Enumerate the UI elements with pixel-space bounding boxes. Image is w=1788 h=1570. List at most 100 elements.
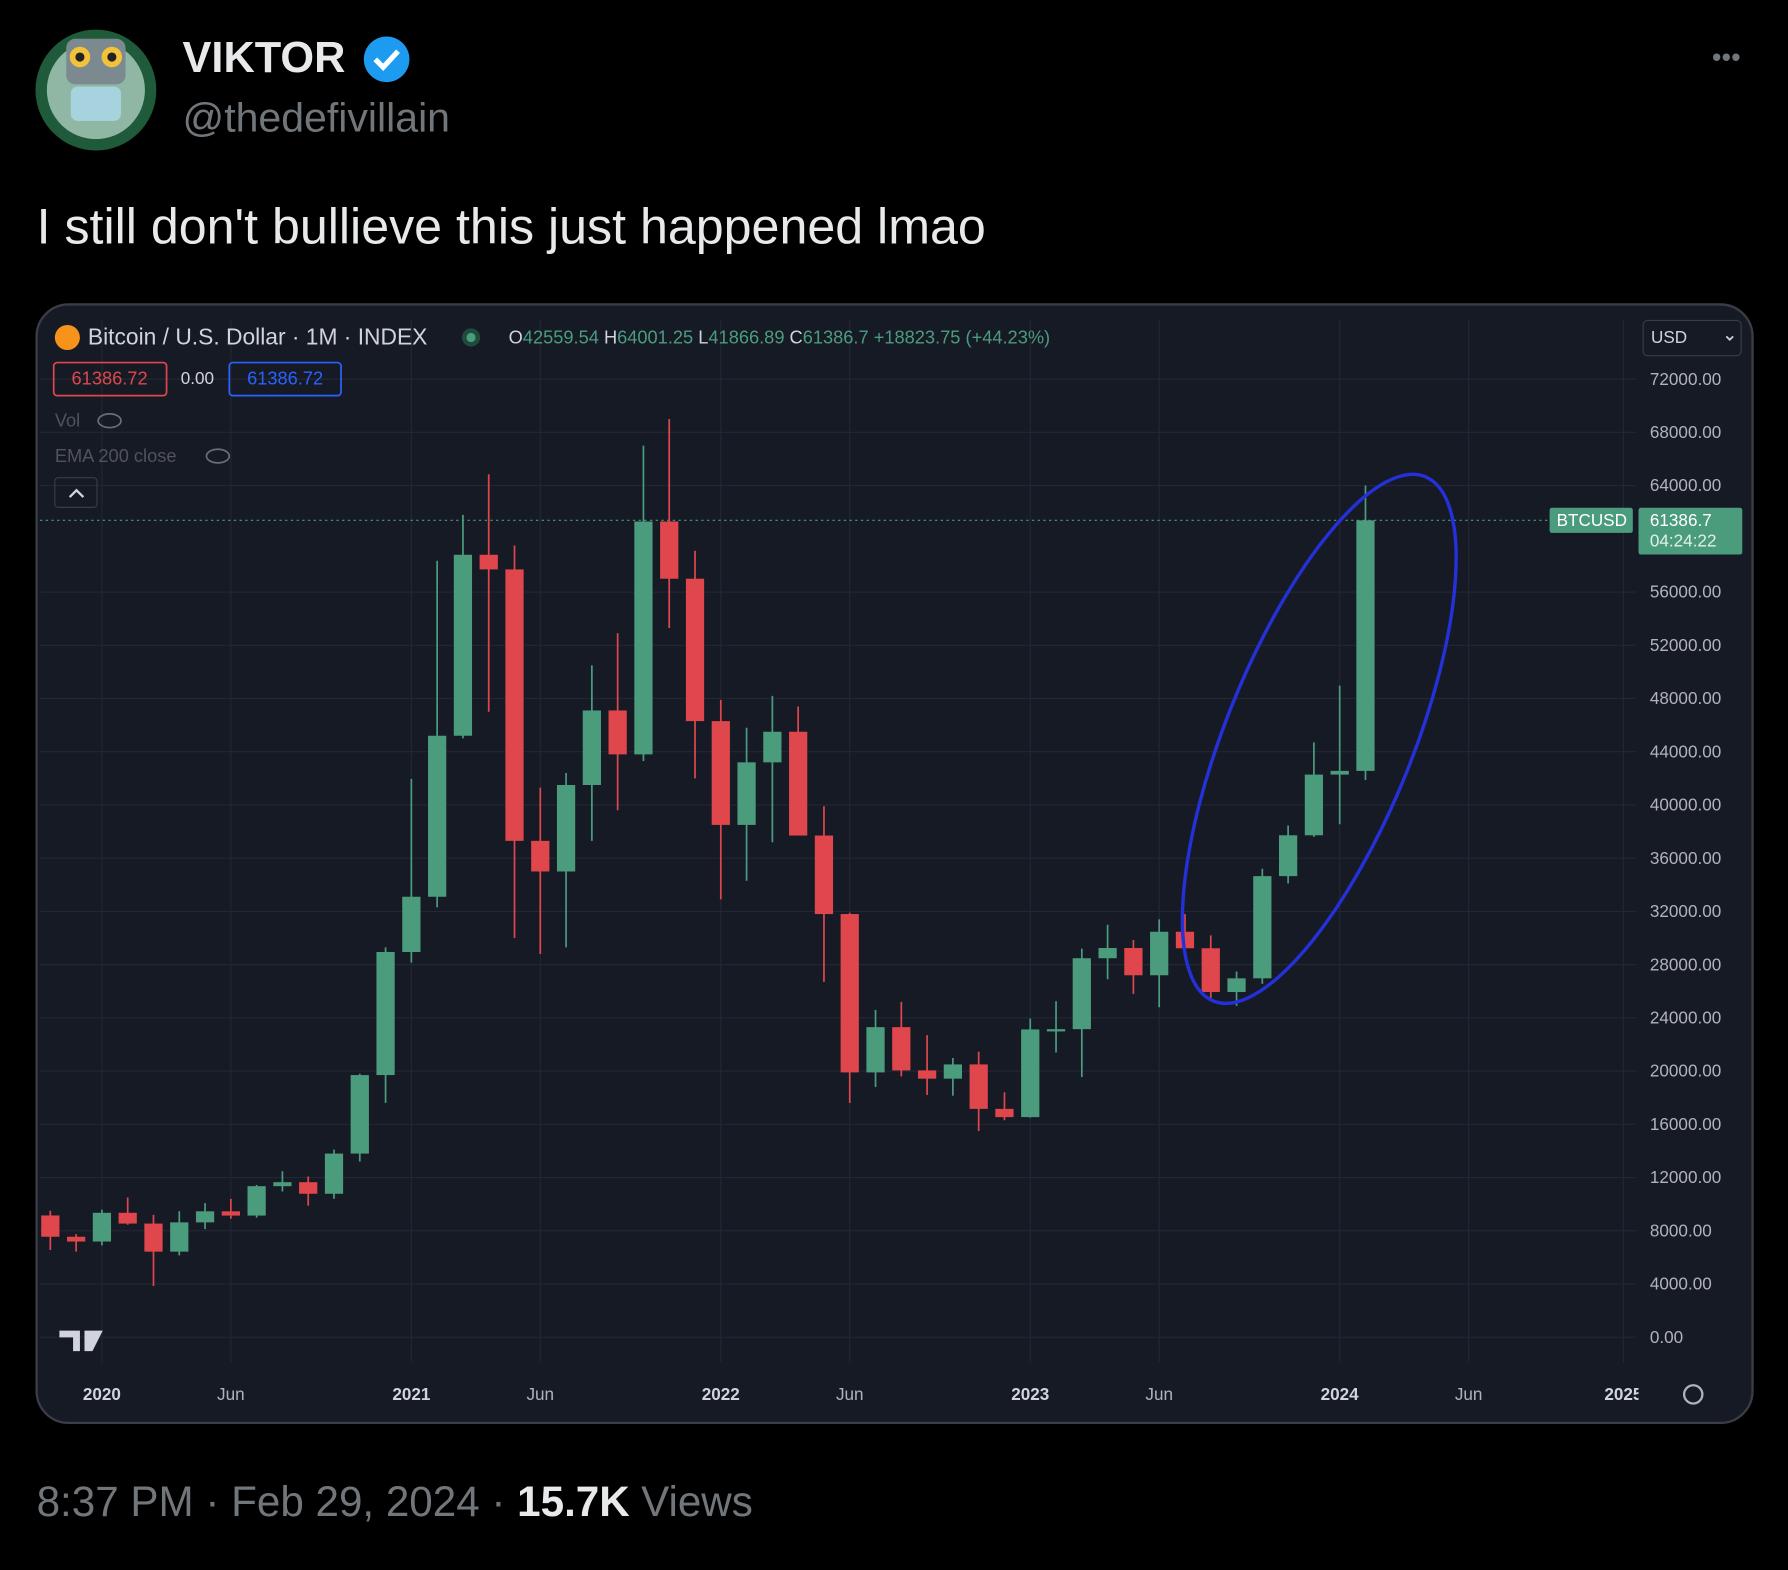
indicator[interactable]: EMA 200 close <box>55 445 177 466</box>
candle-body <box>1175 931 1195 949</box>
candle-body <box>582 710 601 785</box>
candle-body <box>608 710 627 755</box>
indicator[interactable]: Vol <box>55 410 80 431</box>
candle-body <box>479 554 498 570</box>
more-button[interactable]: ••• <box>1712 42 1741 73</box>
y-tick-label: 68000.00 <box>1650 423 1721 442</box>
candle-body <box>247 1186 266 1216</box>
candle-body <box>67 1236 86 1242</box>
candle-body <box>556 784 576 872</box>
candle-body <box>428 735 447 897</box>
candle-body <box>685 578 705 722</box>
symbol-tag-bg <box>1549 507 1633 533</box>
candle-body <box>1201 948 1220 993</box>
candle-body <box>41 1215 60 1237</box>
views-label: Views <box>641 1478 753 1525</box>
y-tick-label: 44000.00 <box>1650 742 1721 761</box>
y-tick-label: 72000.00 <box>1650 370 1721 389</box>
btc-icon <box>54 324 80 351</box>
y-tick-label: 52000.00 <box>1650 636 1721 655</box>
y-tick-label: 4000.00 <box>1650 1275 1712 1294</box>
y-tick-label: 56000.00 <box>1650 583 1721 602</box>
collapse-icon <box>68 488 85 498</box>
y-tick-label: 12000.00 <box>1650 1168 1721 1187</box>
y-tick-label: 8000.00 <box>1650 1221 1712 1240</box>
chart-card[interactable] <box>35 303 1754 1425</box>
candle-body <box>737 762 756 825</box>
price-tag-bg <box>1638 507 1743 555</box>
x-tick-label: 2020 <box>83 1385 121 1404</box>
ohlc-value: 64001.25 <box>617 326 693 347</box>
x-tick-label: Jun <box>217 1385 245 1404</box>
x-tick-label: 2025 <box>1604 1385 1643 1404</box>
ohlc-value: 41866.89 <box>708 326 784 347</box>
candle-body <box>376 951 395 1076</box>
y-tick-label: 32000.00 <box>1650 902 1721 921</box>
y-tick-label: 0.00 <box>1650 1328 1683 1347</box>
y-tick-label: 48000.00 <box>1650 689 1721 708</box>
y-tick-label: 36000.00 <box>1650 849 1721 868</box>
sell-price: 61386.72 <box>72 367 148 388</box>
candle-body <box>1098 947 1117 959</box>
x-tick-label: Jun <box>836 1385 864 1404</box>
candle-body <box>1356 520 1375 771</box>
ohlc-label: L <box>698 326 708 347</box>
ohlc-legend: O42559.54 H64001.25 L41866.89 C61386.7 +… <box>509 326 1051 347</box>
ohlc-label: H <box>604 326 617 347</box>
hide-icon[interactable] <box>205 448 231 464</box>
buy-box[interactable] <box>228 361 342 397</box>
sell-box[interactable] <box>52 361 168 397</box>
ohlc-value: 61386.7 <box>803 326 869 347</box>
candle-body <box>866 1027 885 1073</box>
timestamp: 8:37 PM · Feb 29, 2024 · <box>37 1478 518 1525</box>
candle-body <box>995 1108 1014 1118</box>
candle-body <box>350 1075 369 1154</box>
buy-price: 61386.72 <box>247 367 323 388</box>
countdown: 04:24:22 <box>1650 532 1717 551</box>
y-tick-label: 16000.00 <box>1650 1115 1721 1134</box>
tweet-text: I still don't bullieve this just happene… <box>37 199 986 255</box>
settings-icon[interactable] <box>1682 1384 1704 1405</box>
candle-body <box>840 914 859 1073</box>
y-tick-label: 20000.00 <box>1650 1062 1721 1081</box>
candle-body <box>221 1211 240 1216</box>
change: +18823.75 (+44.23%) <box>874 326 1050 347</box>
avatar[interactable] <box>35 29 157 151</box>
ohlc-value: 42559.54 <box>523 326 599 347</box>
user-handle[interactable]: @thedefivillain <box>183 95 450 141</box>
candle-body <box>917 1070 937 1079</box>
candle-body <box>299 1182 318 1194</box>
collapse-button[interactable] <box>54 477 98 508</box>
candle-body <box>402 896 421 952</box>
ohlc-label: C <box>790 326 803 347</box>
y-tick-label: 40000.00 <box>1650 796 1721 815</box>
candle-body <box>1072 958 1091 1030</box>
hide-icon[interactable] <box>97 413 122 429</box>
candle-body <box>1304 774 1324 836</box>
candle-body <box>1278 835 1298 877</box>
currency: USD <box>1651 328 1687 347</box>
price-tag: 61386.7 <box>1650 511 1712 530</box>
candle-body <box>1227 978 1246 993</box>
x-tick-label: 2023 <box>1011 1385 1049 1404</box>
candle-body <box>1330 770 1349 775</box>
user-name[interactable]: VIKTOR <box>183 34 346 82</box>
candle-body <box>814 835 834 915</box>
candle-body <box>1150 931 1169 976</box>
candle-body <box>1046 1029 1066 1032</box>
candle-body <box>92 1212 112 1242</box>
currency-select[interactable] <box>1642 319 1742 357</box>
x-tick-label: Jun <box>527 1385 555 1404</box>
candle-body <box>118 1212 137 1224</box>
verified-badge <box>363 36 410 83</box>
symbol-tag: BTCUSD <box>1557 511 1627 530</box>
x-tick-label: 2022 <box>702 1385 740 1404</box>
candle-body <box>969 1064 988 1109</box>
y-tick-label: 28000.00 <box>1650 955 1721 974</box>
candle-body <box>273 1182 292 1187</box>
candle-body <box>892 1027 911 1071</box>
tweet-meta: 8:37 PM · Feb 29, 2024 · 15.7K Views <box>37 1478 753 1525</box>
candle-body <box>144 1223 163 1252</box>
